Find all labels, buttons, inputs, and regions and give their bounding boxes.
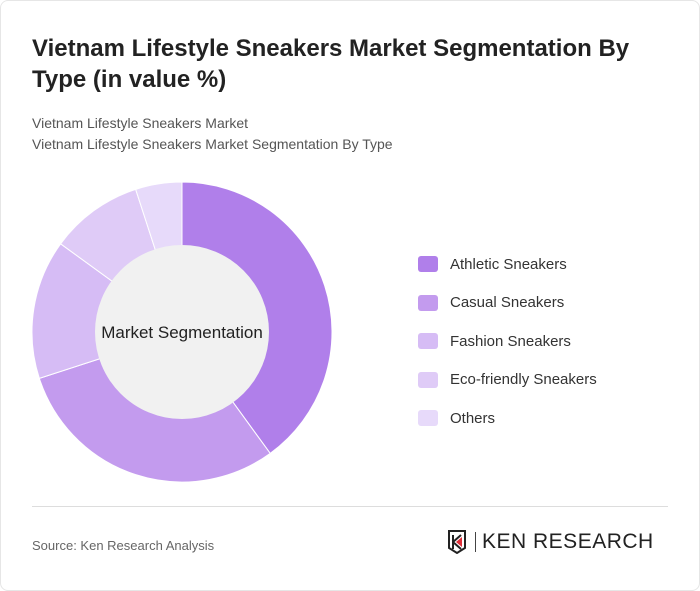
center-label: Market Segmentation xyxy=(101,323,263,342)
page-title: Vietnam Lifestyle Sneakers Market Segmen… xyxy=(32,35,630,93)
legend-swatch xyxy=(418,294,438,311)
legend-item: Fashion Sneakers xyxy=(418,322,597,361)
ken-logo-icon xyxy=(448,530,466,554)
legend-item: Athletic Sneakers xyxy=(418,245,597,284)
legend-label: Casual Sneakers xyxy=(450,294,565,312)
legend-label: Eco-friendly Sneakers xyxy=(450,371,597,389)
legend-item: Others xyxy=(418,399,597,438)
subtitle-market: Vietnam Lifestyle Sneakers Market xyxy=(32,115,249,131)
legend-label: Others xyxy=(450,409,496,427)
legend-swatch xyxy=(418,410,438,427)
ken-research-logo: KEN RESEARCH xyxy=(447,530,654,554)
legend-label: Fashion Sneakers xyxy=(450,332,571,350)
legend-item: Eco-friendly Sneakers xyxy=(418,361,597,400)
subtitle-segmentation: Vietnam Lifestyle Sneakers Market Segmen… xyxy=(32,136,393,152)
legend-label: Athletic Sneakers xyxy=(450,255,567,273)
donut-center xyxy=(95,245,269,419)
logo-text: KEN RESEARCH xyxy=(475,531,654,552)
legend-swatch xyxy=(418,256,438,273)
source-note: Source: Ken Research Analysis xyxy=(32,538,215,553)
divider xyxy=(32,506,668,507)
legend-swatch xyxy=(418,371,438,388)
legend: Athletic Sneakers Casual Sneakers Fashion … xyxy=(418,245,597,438)
legend-item: Casual Sneakers xyxy=(418,284,597,323)
legend-swatch xyxy=(418,333,438,350)
